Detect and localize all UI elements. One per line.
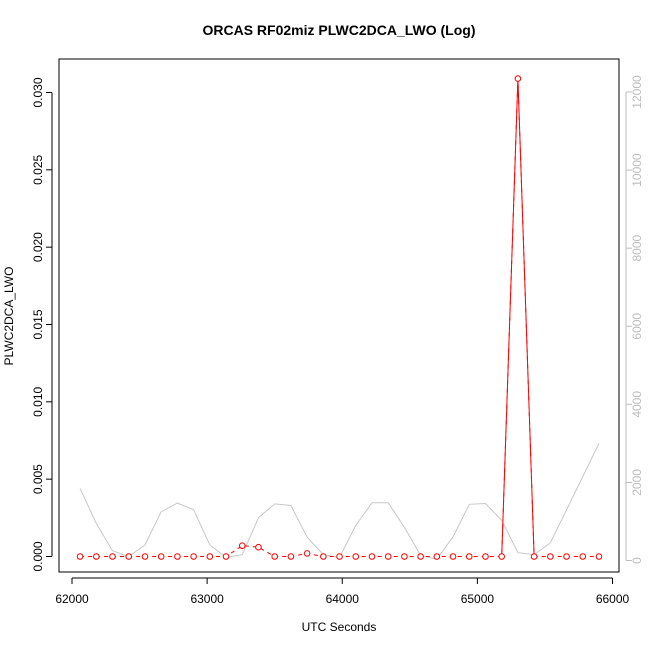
data-point bbox=[157, 553, 165, 560]
y-tick-label: 0.015 bbox=[31, 309, 45, 339]
data-point bbox=[465, 553, 473, 560]
data-point bbox=[498, 553, 505, 560]
y2-tick-label: 4000 bbox=[630, 391, 644, 418]
y-tick-label: 0.000 bbox=[31, 541, 45, 571]
chart-title: ORCAS RF02miz PLWC2DCA_LWO (Log) bbox=[202, 22, 475, 38]
plot-box bbox=[58, 58, 620, 573]
data-point bbox=[595, 553, 603, 560]
data-point bbox=[514, 75, 522, 82]
x-tick-label: 63000 bbox=[190, 592, 224, 606]
data-point bbox=[547, 553, 554, 560]
series-line-right-axis bbox=[79, 443, 600, 560]
y2-tick-label: 12000 bbox=[630, 75, 644, 109]
y2-tick-label: 6000 bbox=[630, 313, 644, 340]
data-point bbox=[563, 553, 570, 560]
x-axis: 62000 63000 64000 65000 66000 bbox=[55, 577, 630, 606]
y-axis-label: PLWC2DCA_LWO bbox=[2, 267, 16, 366]
data-point bbox=[303, 550, 311, 557]
data-point bbox=[271, 553, 278, 560]
plot-frame bbox=[58, 58, 620, 573]
y-tick-label: 0.005 bbox=[31, 464, 45, 494]
data-point bbox=[579, 553, 587, 560]
data-point bbox=[320, 553, 327, 560]
x-tick-label: 62000 bbox=[55, 592, 89, 606]
data-point bbox=[141, 553, 149, 560]
series-line-plwc2dca bbox=[80, 78, 599, 557]
x-tick-label: 64000 bbox=[326, 592, 360, 606]
chart-text-layer: ORCAS RF02miz PLWC2DCA_LWO (Log) UTC Sec… bbox=[2, 22, 476, 634]
data-point bbox=[530, 553, 538, 560]
data-point bbox=[417, 553, 424, 560]
data-point bbox=[287, 553, 295, 560]
y2-tick-label: 0 bbox=[630, 557, 644, 564]
data-point bbox=[482, 553, 489, 560]
data-point bbox=[93, 553, 100, 560]
y-axis-right: 0 2000 4000 6000 8000 10000 12000 bbox=[625, 75, 644, 564]
y-axis-left: 0.000 0.005 0.010 0.015 0.020 0.025 0.030 bbox=[31, 77, 53, 572]
data-point bbox=[255, 543, 262, 551]
data-point bbox=[125, 553, 133, 560]
y-tick-label: 0.025 bbox=[31, 154, 45, 184]
series-segment bbox=[517, 78, 535, 557]
data-point bbox=[368, 553, 376, 560]
series-segment bbox=[501, 78, 519, 557]
x-tick-label: 65000 bbox=[461, 592, 495, 606]
y-tick-label: 0.020 bbox=[31, 232, 45, 262]
data-point bbox=[222, 553, 230, 560]
x-tick-label: 66000 bbox=[596, 592, 630, 606]
y2-tick-label: 10000 bbox=[630, 153, 644, 187]
data-point bbox=[433, 553, 441, 560]
data-point bbox=[206, 553, 214, 560]
data-point bbox=[352, 553, 360, 560]
data-point bbox=[449, 553, 457, 560]
data-point bbox=[190, 553, 197, 560]
data-point bbox=[238, 542, 246, 549]
series-layer bbox=[76, 75, 603, 560]
y2-tick-label: 8000 bbox=[630, 234, 644, 261]
y-tick-label: 0.010 bbox=[31, 386, 45, 416]
data-point bbox=[336, 553, 343, 560]
y2-tick-label: 2000 bbox=[630, 469, 644, 496]
data-point bbox=[401, 553, 408, 560]
x-axis-label: UTC Seconds bbox=[302, 620, 377, 634]
data-point bbox=[76, 553, 84, 560]
y-tick-label: 0.030 bbox=[31, 77, 45, 107]
data-point bbox=[384, 553, 392, 560]
data-point bbox=[109, 553, 116, 560]
data-point bbox=[174, 553, 181, 560]
